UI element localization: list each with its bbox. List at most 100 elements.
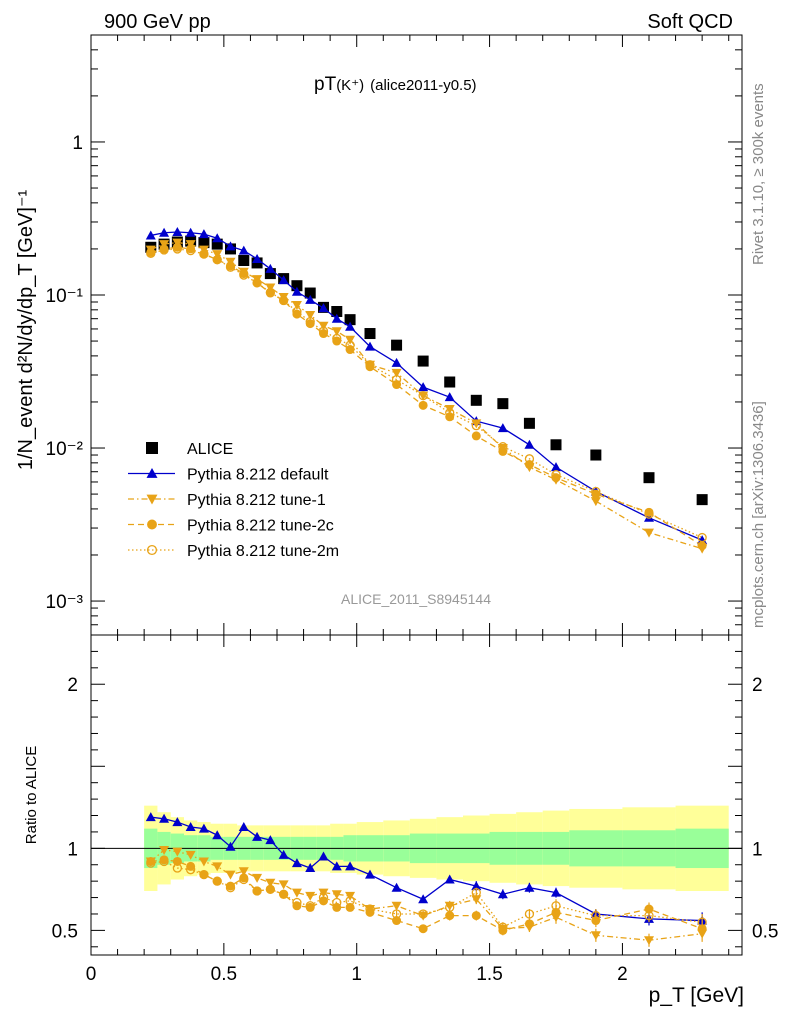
- data-point: [318, 321, 329, 331]
- data-point: [265, 263, 276, 273]
- ratio-point: [471, 895, 482, 905]
- data-point: [344, 314, 356, 326]
- data-point: [172, 244, 183, 254]
- ratio-point: [212, 830, 223, 840]
- data-point: [199, 249, 209, 259]
- data-point: [365, 362, 375, 372]
- ratio-point: [524, 909, 535, 919]
- y-axis-label-main: 1/N_event d²N/dy/dp_T [GeV]⁻¹: [15, 190, 37, 471]
- data-point: [470, 394, 482, 406]
- legend-label: Pythia 8.212 tune-1: [187, 492, 326, 509]
- ratio-point: [445, 902, 455, 913]
- ratio-point: [198, 823, 209, 833]
- y-tick-label: 10⁻¹: [46, 286, 84, 307]
- ratio-point: [305, 863, 316, 873]
- data-point: [550, 439, 562, 451]
- data-point: [225, 241, 236, 251]
- data-point: [444, 392, 455, 402]
- mcplots-label: mcplots.cern.ch [arXiv:1306.3436]: [750, 401, 767, 628]
- data-point: [590, 449, 602, 461]
- data-point: [319, 329, 328, 339]
- data-point: [444, 404, 455, 414]
- data-point: [332, 336, 342, 346]
- data-point: [471, 419, 482, 429]
- data-point: [278, 295, 289, 306]
- data-point: [591, 486, 601, 497]
- y-tick-label-right: 0.5: [752, 921, 778, 942]
- legend-marker: [146, 544, 158, 556]
- data-point: [159, 245, 169, 255]
- ratio-point: [332, 897, 342, 908]
- ratio-point: [252, 873, 263, 883]
- data-point: [365, 341, 375, 351]
- ratio-point: [185, 850, 196, 860]
- y-tick-label: 1: [67, 839, 78, 860]
- data-point: [291, 286, 302, 296]
- header-right-label: Soft QCD: [647, 11, 733, 33]
- data-point: [391, 368, 402, 378]
- ratio-point: [159, 813, 170, 823]
- ratio-point: [146, 858, 156, 868]
- ratio-point: [238, 867, 249, 877]
- x-tick-label: 1: [351, 964, 362, 985]
- data-point: [264, 268, 276, 280]
- y-tick-label-right: 1: [752, 839, 763, 860]
- ratio-point: [418, 924, 428, 934]
- data-point: [252, 278, 262, 288]
- data-point: [696, 494, 708, 506]
- ratio-point: [172, 863, 183, 873]
- ratio-point: [365, 904, 375, 914]
- ratio-point: [497, 889, 508, 899]
- data-point: [252, 253, 263, 263]
- data-point: [265, 287, 276, 298]
- data-point: [318, 326, 329, 336]
- main-panel-ticks: 1 10⁻¹ 10⁻² 10⁻³: [46, 34, 742, 636]
- x-axis-label: p_T [GeV]: [649, 984, 744, 1007]
- ratio-point: [644, 910, 654, 921]
- ratio-point: [392, 916, 402, 926]
- data-point: [497, 423, 508, 433]
- data-point: [185, 245, 196, 256]
- y-axis-label-ratio: Ratio to ALICE: [23, 746, 40, 844]
- data-point: [225, 262, 236, 272]
- ratio-point: [318, 892, 329, 903]
- ratio-point: [418, 894, 429, 904]
- y-tick-label: 0.5: [52, 921, 78, 942]
- data-point: [345, 340, 355, 350]
- data-point: [524, 439, 535, 449]
- series-line: [150, 246, 703, 547]
- data-point: [185, 227, 196, 237]
- legend-label: Pythia 8.212 default: [187, 467, 329, 484]
- ratio-point: [331, 890, 342, 900]
- ratio-point: [291, 858, 302, 868]
- legend: ALICE Pythia 8.212 default Pythia 8.212 tu…: [128, 441, 339, 560]
- data-point: [551, 473, 561, 483]
- ratio-point: [644, 936, 654, 946]
- main-panel-series: [145, 227, 708, 554]
- data-point: [146, 248, 156, 259]
- data-point: [238, 245, 249, 255]
- legend-entry: Pythia 8.212 default: [128, 467, 329, 484]
- data-point: [697, 535, 708, 545]
- data-point: [212, 250, 223, 260]
- data-point: [643, 472, 655, 484]
- ratio-point: [265, 878, 276, 888]
- ratio-point: [278, 880, 289, 890]
- ratio-point: [172, 847, 183, 857]
- ratio-point: [591, 910, 601, 921]
- data-point: [145, 230, 156, 240]
- data-point: [391, 357, 402, 367]
- data-point: [305, 311, 316, 321]
- ratio-point: [172, 856, 182, 866]
- data-point: [305, 316, 315, 327]
- series-pythia-8-212-tune-2m: [146, 244, 707, 543]
- data-point: [498, 442, 508, 452]
- legend-label: ALICE: [187, 441, 233, 458]
- ratio-point: [199, 870, 209, 880]
- ratio-point: [391, 909, 402, 919]
- data-point: [332, 333, 342, 344]
- ratio-point: [145, 812, 156, 822]
- x-tick-label: 2: [617, 964, 628, 985]
- series-line: [150, 849, 703, 941]
- legend-label: Pythia 8.212 tune-2m: [187, 543, 339, 560]
